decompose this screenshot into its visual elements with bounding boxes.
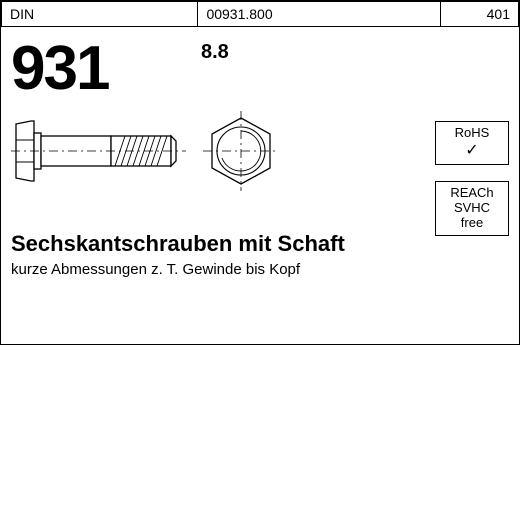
check-icon: ✓ [438, 142, 506, 160]
rohs-badge-label: RoHS [438, 126, 506, 141]
rohs-badge: RoHS ✓ [435, 121, 509, 165]
strength-grade: 8.8 [201, 41, 229, 64]
product-card: DIN 00931.800 401 931 8.8 [0, 0, 520, 345]
product-subtitle: kurze Abmessungen z. T. Gewinde bis Kopf [11, 261, 300, 278]
header-cell-artnum: 00931.800 [198, 2, 441, 27]
reach-badge-line1: REACh [438, 186, 506, 201]
product-title: Sechskantschrauben mit Schaft [11, 231, 345, 257]
reach-badge-line2: SVHC [438, 201, 506, 216]
table-row: DIN 00931.800 401 [2, 2, 519, 27]
bolt-technical-drawing [11, 106, 301, 216]
header-cell-din: DIN [2, 2, 198, 27]
header-table: DIN 00931.800 401 [1, 1, 519, 27]
reach-badge: REACh SVHC free [435, 181, 509, 236]
reach-badge-line3: free [438, 216, 506, 231]
header-cell-code: 401 [441, 2, 519, 27]
standard-number: 931 [11, 33, 108, 104]
